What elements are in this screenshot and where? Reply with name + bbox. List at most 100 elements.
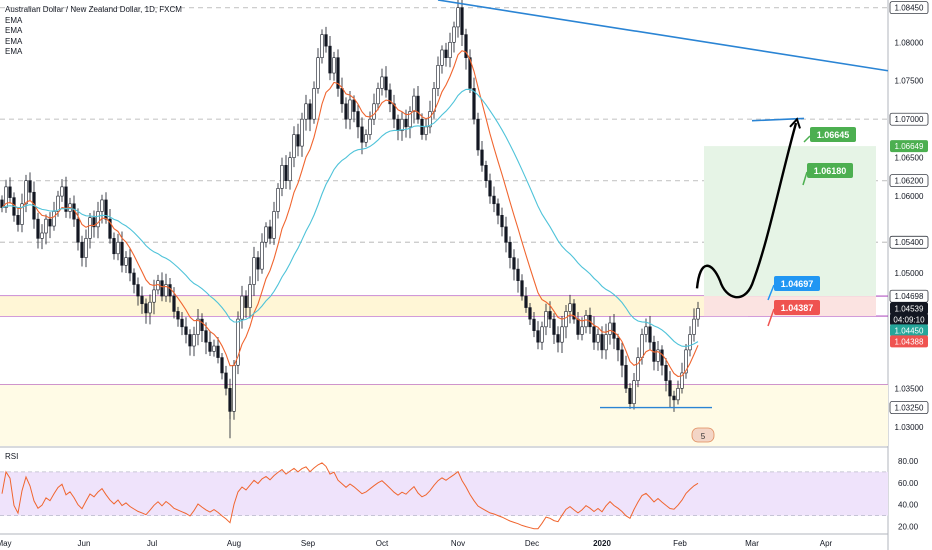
target-line — [751, 117, 805, 122]
rsi-title[interactable]: RSI — [5, 452, 19, 461]
price-tick-16: 1.03250 — [895, 404, 924, 413]
candle-body-103 — [412, 95, 416, 112]
candle-body-59 — [236, 318, 240, 366]
candle-body-106 — [424, 126, 428, 135]
time-tick-7: Dec — [525, 539, 539, 548]
candle-body-86 — [344, 103, 348, 120]
price-tick-3: 1.07000 — [895, 115, 924, 124]
candle-body-161 — [644, 326, 648, 335]
candle-body-148 — [592, 326, 596, 343]
candle-body-63 — [252, 257, 256, 285]
candle-body-159 — [636, 357, 640, 381]
entry-label: 1.04697 — [781, 279, 814, 289]
candle-body-83 — [332, 57, 336, 74]
price-tag-bg-14 — [890, 335, 928, 348]
candle-body-141 — [564, 311, 568, 328]
event-marker-bg — [691, 427, 715, 443]
candle-body-58 — [232, 364, 236, 412]
price-tag-bg-13 — [890, 324, 928, 337]
candle-body-77 — [308, 103, 312, 120]
candle-body-162 — [648, 326, 652, 343]
time-tick-5: Oct — [376, 539, 389, 548]
candle-body-154 — [616, 338, 620, 351]
price-tick-10: 1.04698 — [895, 292, 924, 301]
price-tick-8: 1.05400 — [895, 238, 924, 247]
candle-body-4 — [16, 215, 20, 225]
candle-body-119 — [476, 118, 480, 151]
chart-title[interactable]: Australian Dollar / New Zealand Dollar, … — [5, 5, 182, 14]
candle-body-94 — [376, 88, 380, 105]
ema-indicator-3[interactable]: EMA — [5, 36, 23, 46]
candle-body-11 — [44, 218, 48, 234]
candle-body-28 — [112, 238, 116, 255]
candle-body-122 — [488, 180, 492, 197]
price-tick-0: 1.08450 — [895, 4, 924, 13]
candle-body-71 — [284, 165, 288, 182]
candle-body-139 — [556, 334, 560, 343]
time-tick-2: Jul — [147, 539, 157, 548]
price-tick-13: 1.04450 — [895, 326, 924, 335]
candle-body-52 — [208, 341, 212, 352]
candle-body-142 — [568, 303, 572, 312]
price-tick-15: 1.03500 — [895, 384, 924, 393]
ema-slow-line — [1, 88, 699, 347]
candle-body-150 — [600, 334, 604, 351]
candle-body-66 — [264, 226, 268, 243]
candle-body-60 — [240, 295, 244, 320]
candle-body-70 — [280, 165, 284, 189]
target1-label-bg — [810, 127, 856, 142]
candle-body-172 — [688, 334, 692, 351]
candle-body-44 — [176, 311, 180, 320]
candle-body-89 — [356, 111, 360, 128]
stop-label-tail — [767, 308, 775, 327]
time-tick-10: Mar — [745, 539, 759, 548]
candle-body-153 — [612, 322, 616, 339]
candle-body-72 — [288, 157, 292, 182]
candle-body-13 — [52, 211, 56, 227]
candle-body-33 — [132, 272, 136, 285]
candle-body-81 — [324, 34, 328, 47]
candle-body-56 — [224, 372, 228, 389]
price-tag-bg-16 — [889, 401, 929, 414]
candle-body-158 — [632, 380, 636, 405]
candle-body-29 — [116, 241, 120, 255]
price-tick-5: 1.06500 — [895, 154, 924, 163]
candle-body-111 — [444, 49, 448, 58]
price-tick-7: 1.06000 — [895, 192, 924, 201]
time-tick-3: Aug — [227, 539, 241, 548]
candle-body-129 — [516, 268, 520, 281]
candle-body-174 — [696, 308, 700, 320]
ema-fast-line — [1, 50, 699, 378]
ema-indicator-1[interactable]: EMA — [5, 15, 23, 25]
candle-body-35 — [140, 295, 144, 305]
entry-label-tail — [767, 284, 775, 301]
time-tick-1: Jun — [78, 539, 91, 548]
candle-body-90 — [360, 126, 364, 143]
candle-body-138 — [552, 318, 556, 335]
candle-body-104 — [416, 95, 420, 120]
candle-body-128 — [512, 257, 516, 270]
candle-body-101 — [404, 118, 408, 128]
candle-body-107 — [428, 111, 432, 128]
candle-body-85 — [340, 88, 344, 105]
stop-label-bg — [774, 300, 820, 315]
candle-body-61 — [244, 295, 248, 308]
price-tick-14: 1.04388 — [895, 337, 924, 346]
candle-body-164 — [656, 349, 660, 362]
candle-body-2 — [8, 186, 12, 198]
ema-layer — [1, 50, 699, 378]
price-tag-bg-0 — [889, 1, 929, 15]
ema-indicator-2[interactable]: EMA — [5, 26, 23, 35]
candle-body-20 — [80, 241, 84, 258]
candle-body-45 — [180, 318, 184, 328]
candle-body-145 — [580, 326, 584, 335]
candle-body-144 — [576, 318, 580, 335]
candle-body-117 — [468, 57, 472, 89]
candle-body-1 — [4, 186, 8, 208]
candle-body-88 — [352, 99, 356, 112]
ema-indicator-4[interactable]: EMA — [5, 47, 23, 56]
descending-trendline — [437, 0, 889, 72]
price-tag-bg-11 — [890, 302, 928, 315]
candle-body-134 — [536, 330, 540, 343]
